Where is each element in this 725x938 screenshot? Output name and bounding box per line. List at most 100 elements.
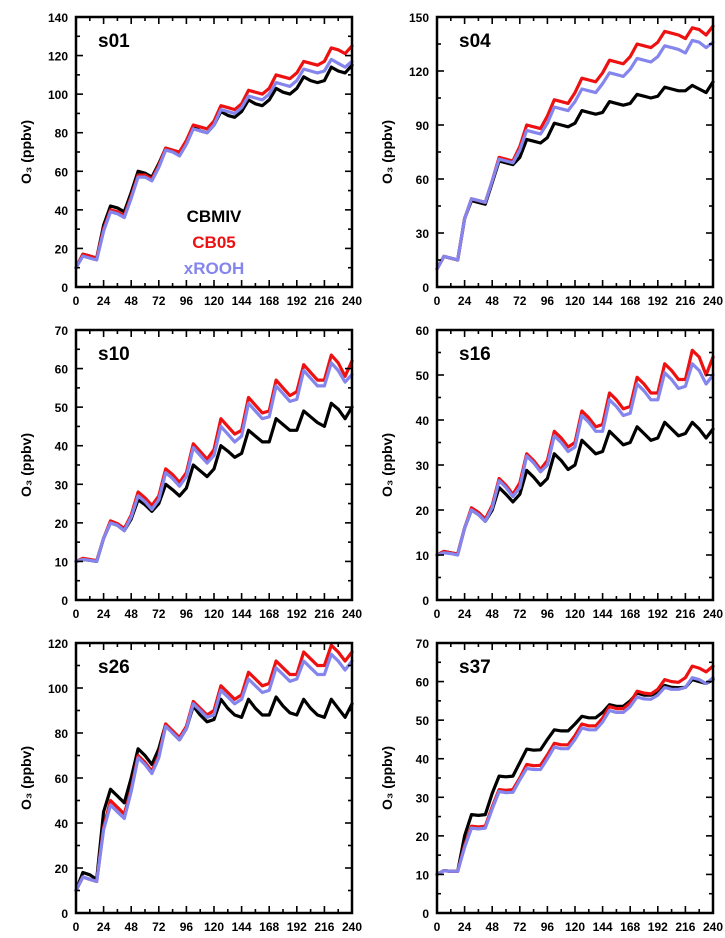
x-tick-label: 168	[620, 920, 640, 934]
panel-label: s37	[459, 657, 491, 678]
y-tick-label: 0	[61, 907, 68, 921]
x-tick-label: 24	[458, 294, 472, 308]
x-tick-label: 0	[434, 294, 441, 308]
y-tick-label: 40	[416, 414, 430, 428]
x-tick-label: 96	[541, 294, 555, 308]
x-tick-label: 48	[486, 920, 500, 934]
y-tick-label: 10	[416, 868, 430, 882]
y-tick-label: 0	[422, 594, 429, 608]
x-tick-label: 192	[648, 920, 668, 934]
series-line-cb05	[74, 643, 354, 893]
x-tick-label: 48	[125, 607, 139, 621]
x-tick-label: 120	[565, 607, 585, 621]
y-tick-label: 60	[416, 324, 430, 338]
y-tick-label: 120	[48, 50, 68, 64]
x-tick-label: 96	[180, 607, 194, 621]
series-line-xrooh	[435, 362, 715, 557]
y-tick-label: 20	[55, 517, 69, 531]
legend-entry-cb05: CB05	[192, 233, 235, 252]
y-tick-label: 50	[55, 401, 69, 415]
y-tick-label: 0	[422, 281, 429, 295]
x-tick-label: 144	[232, 607, 252, 621]
plot-frame	[74, 641, 354, 915]
y-tick-label: 100	[48, 88, 68, 102]
x-tick-label: 168	[620, 294, 640, 308]
x-tick-label: 120	[204, 607, 224, 621]
x-tick-label: 0	[73, 294, 80, 308]
x-tick-label: 96	[180, 920, 194, 934]
x-tick-label: 0	[434, 920, 441, 934]
plot-frame	[435, 15, 715, 289]
x-tick-label: 120	[204, 920, 224, 934]
panel-s04: 0 24 48 72 96 120 144 168 192 216 240 0 30 60 90 120 150…	[379, 11, 723, 308]
x-tick-label: 0	[73, 607, 80, 621]
series-line-xrooh	[74, 57, 354, 270]
x-tick-label: 168	[259, 294, 279, 308]
x-tick-label: 240	[342, 920, 362, 934]
y-tick-label: 150	[409, 11, 429, 25]
y-tick-label: 120	[48, 637, 68, 651]
y-tick-label: 60	[416, 676, 430, 690]
x-tick-label: 192	[287, 294, 307, 308]
x-tick-label: 216	[314, 920, 334, 934]
y-tick-label: 40	[55, 204, 69, 218]
y-axis-label: O₃ (ppbv)	[18, 120, 34, 184]
legend-entry-cbmiv: CBMIV	[187, 207, 242, 226]
x-tick-label: 72	[152, 294, 166, 308]
x-tick-label: 240	[703, 920, 723, 934]
y-tick-label: 80	[55, 727, 69, 741]
x-tick-label: 72	[152, 920, 166, 934]
panel-label: s26	[98, 657, 130, 678]
y-tick-label: 80	[55, 127, 69, 141]
plot-frame	[435, 641, 715, 915]
y-tick-label: 70	[416, 637, 430, 651]
x-tick-label: 96	[541, 920, 555, 934]
x-tick-label: 0	[73, 920, 80, 934]
panel-s16: 0 24 48 72 96 120 144 168 192 216 240 0 10 20 30 40 50 60…	[379, 324, 723, 621]
x-tick-label: 96	[541, 607, 555, 621]
y-axis-label: O₃ (ppbv)	[379, 746, 395, 810]
y-tick-label: 20	[416, 830, 430, 844]
y-tick-label: 50	[416, 369, 430, 383]
x-tick-label: 144	[593, 607, 613, 621]
x-tick-label: 192	[287, 920, 307, 934]
y-tick-label: 60	[416, 173, 430, 187]
y-axis-label: O₃ (ppbv)	[18, 433, 34, 497]
series-line-cb05	[435, 664, 715, 876]
x-tick-label: 72	[513, 607, 527, 621]
y-tick-label: 40	[416, 753, 430, 767]
x-tick-label: 240	[342, 294, 362, 308]
x-tick-label: 48	[486, 607, 500, 621]
legend-entry-xrooh: xROOH	[184, 259, 244, 278]
y-tick-label: 30	[416, 227, 430, 241]
series-line-xrooh	[74, 361, 354, 563]
panel-s37: 0 24 48 72 96 120 144 168 192 216 240 0 10 20 30 40 50 60…	[379, 637, 723, 934]
y-tick-label: 10	[55, 555, 69, 569]
x-tick-label: 216	[675, 294, 695, 308]
y-axis-label: O₃ (ppbv)	[379, 433, 395, 497]
x-tick-label: 24	[97, 607, 111, 621]
y-tick-label: 60	[55, 363, 69, 377]
panel-label: s01	[98, 31, 130, 52]
panel-label: s16	[459, 344, 491, 365]
y-tick-label: 50	[416, 714, 430, 728]
x-tick-label: 192	[648, 294, 668, 308]
panel-s01: 0 24 48 72 96 120 144 168 192 216 240 0 20 40 60 80 100 1…	[18, 11, 362, 308]
panel-s26: 0 24 48 72 96 120 144 168 192 216 240 0 20 40 60 80 100 1…	[18, 637, 362, 934]
x-tick-label: 216	[675, 920, 695, 934]
x-tick-label: 192	[287, 607, 307, 621]
series-line-cbmiv	[74, 401, 354, 563]
y-tick-label: 0	[422, 907, 429, 921]
y-tick-label: 30	[416, 459, 430, 473]
x-tick-label: 48	[125, 294, 139, 308]
y-tick-label: 20	[55, 242, 69, 256]
x-tick-label: 192	[648, 607, 668, 621]
y-axis-label: O₃ (ppbv)	[18, 746, 34, 810]
x-tick-label: 96	[180, 294, 194, 308]
x-tick-label: 72	[152, 607, 166, 621]
y-tick-label: 140	[48, 11, 68, 25]
y-tick-label: 70	[55, 324, 69, 338]
x-tick-label: 216	[675, 607, 695, 621]
x-tick-label: 0	[434, 607, 441, 621]
